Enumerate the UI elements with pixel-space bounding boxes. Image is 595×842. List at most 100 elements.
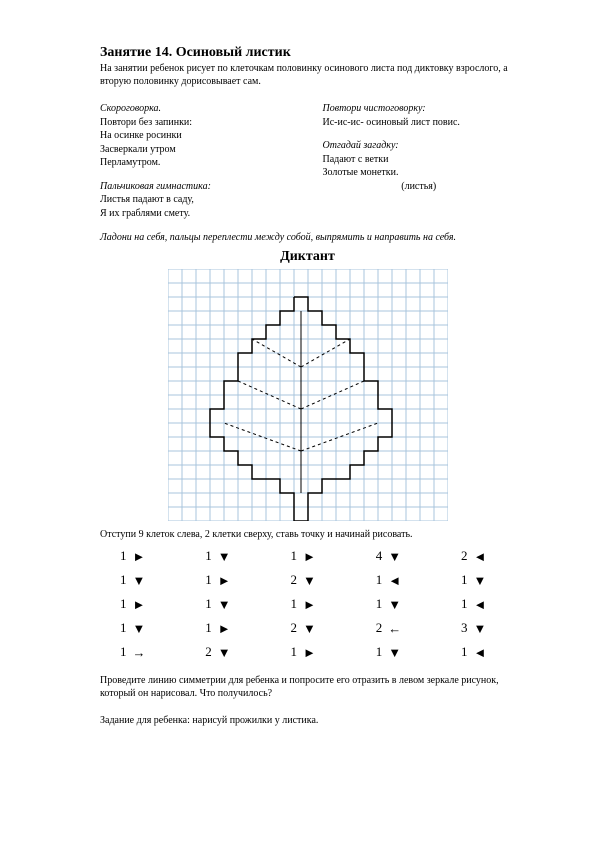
- final-task: Задание для ребенка: нарисуй прожилки у …: [100, 714, 515, 727]
- step-count: 1: [205, 620, 212, 636]
- text-line: Я их граблями смету.: [100, 207, 293, 221]
- gymnastics-block: Пальчиковая гимнастика: Листья падают в …: [100, 180, 293, 221]
- arrow-icon: ►: [218, 622, 231, 635]
- step-chip: 2▼: [291, 572, 335, 588]
- step-count: 2: [376, 620, 383, 636]
- step-chip: 1►: [205, 620, 249, 636]
- step-count: 1: [376, 572, 383, 588]
- arrow-icon: →: [133, 646, 146, 659]
- lesson-intro: На занятии ребенок рисует по клеточкам п…: [100, 63, 515, 88]
- riddle-answer: (листья): [323, 180, 516, 194]
- step-chip: 1▼: [461, 572, 505, 588]
- step-row: 1►1▼1►1▼1◄: [120, 596, 505, 612]
- step-count: 2: [291, 572, 298, 588]
- step-chip: 1→: [120, 644, 164, 660]
- chistogovorka-title: Повтори чистоговорку:: [323, 102, 516, 116]
- leaf-grid-svg: [168, 269, 448, 521]
- step-row: 1→2▼1►1▼1◄: [120, 644, 505, 660]
- page: Занятие 14. Осиновый листик На занятии р…: [0, 0, 595, 842]
- step-chip: 1▼: [376, 644, 420, 660]
- text-line: Золотые монетки.: [323, 166, 516, 180]
- arrow-icon: ►: [218, 574, 231, 587]
- arrow-icon: ▼: [474, 622, 487, 635]
- step-chip: 1►: [291, 548, 335, 564]
- content: Занятие 14. Осиновый листик На занятии р…: [0, 0, 595, 727]
- step-chip: 1▼: [205, 596, 249, 612]
- step-count: 1: [120, 620, 127, 636]
- step-chip: 2←: [376, 620, 420, 636]
- step-row: 1▼1►2▼1◄1▼: [120, 572, 505, 588]
- step-chip: 1►: [291, 596, 335, 612]
- step-chip: 1◄: [461, 644, 505, 660]
- step-chip: 1▼: [376, 596, 420, 612]
- step-chip: 2▼: [291, 620, 335, 636]
- step-row: 1►1▼1►4▼2◄: [120, 548, 505, 564]
- step-chip: 1◄: [461, 596, 505, 612]
- grid-diagram: [100, 269, 515, 521]
- text-line: Засверкали утром: [100, 143, 293, 157]
- text-line: Падают с ветки: [323, 153, 516, 167]
- two-column-block: Скороговорка. Повтори без запинки: На ос…: [100, 102, 515, 230]
- text-line: Перламутром.: [100, 156, 293, 170]
- step-count: 1: [461, 596, 468, 612]
- arrow-icon: ←: [388, 622, 401, 635]
- step-count: 1: [120, 548, 127, 564]
- gymnastics-title: Пальчиковая гимнастика:: [100, 180, 293, 194]
- arrow-icon: ◄: [474, 646, 487, 659]
- arrow-icon: ▼: [388, 598, 401, 611]
- step-count: 1: [120, 596, 127, 612]
- step-count: 1: [461, 644, 468, 660]
- arrow-icon: ►: [303, 550, 316, 563]
- arrow-icon: ►: [133, 598, 146, 611]
- step-count: 3: [461, 620, 468, 636]
- text-line: Листья падают в саду,: [100, 193, 293, 207]
- right-column: Повтори чистоговорку: Ис-ис-ис- осиновый…: [323, 102, 516, 230]
- step-count: 1: [120, 644, 127, 660]
- arrow-icon: ►: [303, 598, 316, 611]
- exercise-note: Ладони на себя, пальцы переплести между …: [100, 232, 515, 243]
- step-chip: 1▼: [205, 548, 249, 564]
- step-count: 1: [291, 596, 298, 612]
- start-instruction: Отступи 9 клеток слева, 2 клетки сверху,…: [100, 529, 515, 540]
- step-chip: 2▼: [205, 644, 249, 660]
- step-count: 1: [291, 644, 298, 660]
- chistogovorka-block: Повтори чистоговорку: Ис-ис-ис- осиновый…: [323, 102, 516, 129]
- skorogovorka-block: Скороговорка. Повтори без запинки: На ос…: [100, 102, 293, 170]
- arrow-icon: ▼: [303, 574, 316, 587]
- arrow-icon: ►: [303, 646, 316, 659]
- step-count: 2: [461, 548, 468, 564]
- diktant-title: Диктант: [100, 249, 515, 265]
- arrow-icon: ▼: [218, 646, 231, 659]
- arrow-icon: ◄: [474, 550, 487, 563]
- step-count: 1: [291, 548, 298, 564]
- left-column: Скороговорка. Повтори без запинки: На ос…: [100, 102, 293, 230]
- arrow-icon: ▼: [133, 622, 146, 635]
- arrow-icon: ▼: [133, 574, 146, 587]
- skorogovorka-title: Скороговорка.: [100, 102, 293, 116]
- text-line: Ис-ис-ис- осиновый лист повис.: [323, 116, 516, 130]
- step-chip: 1◄: [376, 572, 420, 588]
- step-chip: 1►: [120, 548, 164, 564]
- step-chip: 1►: [120, 596, 164, 612]
- arrow-icon: ▼: [388, 550, 401, 563]
- step-chip: 3▼: [461, 620, 505, 636]
- step-chip: 1►: [205, 572, 249, 588]
- steps-table: 1►1▼1►4▼2◄1▼1►2▼1◄1▼1►1▼1►1▼1◄1▼1►2▼2←3▼…: [100, 548, 515, 660]
- step-count: 1: [120, 572, 127, 588]
- step-row: 1▼1►2▼2←3▼: [120, 620, 505, 636]
- step-count: 1: [461, 572, 468, 588]
- step-count: 2: [205, 644, 212, 660]
- arrow-icon: ▼: [218, 550, 231, 563]
- arrow-icon: ►: [133, 550, 146, 563]
- text-line: На осинке росинки: [100, 129, 293, 143]
- arrow-icon: ▼: [474, 574, 487, 587]
- step-chip: 1►: [291, 644, 335, 660]
- riddle-block: Отгадай загадку: Падают с ветки Золотые …: [323, 139, 516, 193]
- arrow-icon: ▼: [218, 598, 231, 611]
- lesson-title: Занятие 14. Осиновый листик: [100, 45, 515, 61]
- step-count: 4: [376, 548, 383, 564]
- arrow-icon: ▼: [388, 646, 401, 659]
- final-text: Проведите линию симметрии для ребенка и …: [100, 674, 515, 700]
- arrow-icon: ▼: [303, 622, 316, 635]
- arrow-icon: ◄: [474, 598, 487, 611]
